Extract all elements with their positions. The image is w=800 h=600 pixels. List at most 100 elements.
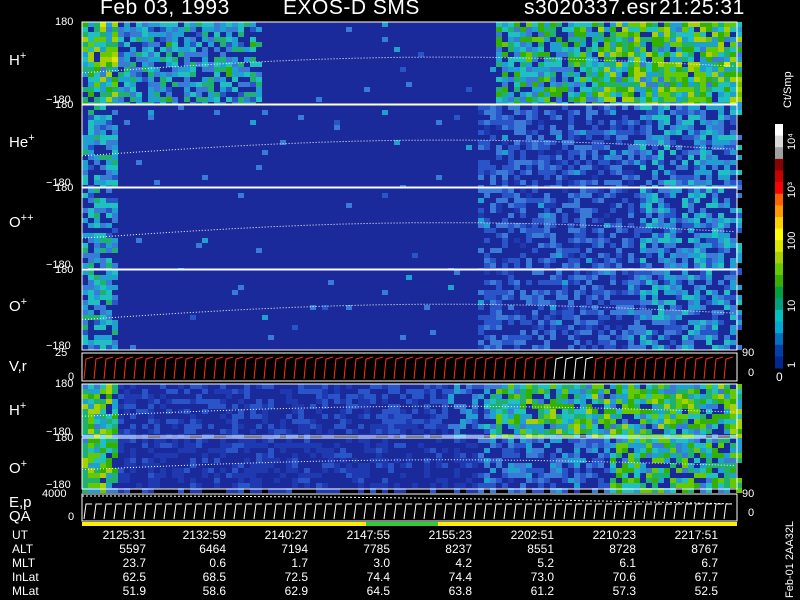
table-cell: 2132:59	[182, 528, 226, 542]
table-cell: 8237	[445, 542, 472, 556]
table-cell: 0.6	[209, 556, 226, 570]
qa-label: QA	[9, 508, 31, 525]
colorbar-tick: 10⁴	[786, 133, 798, 150]
panel-2-ymax: 180	[55, 182, 74, 194]
table-cell: 62.9	[284, 584, 308, 598]
panel-4-ymax: 25	[55, 347, 68, 359]
table-cell: 58.6	[202, 584, 226, 598]
table-cell: 2140:27	[264, 528, 308, 542]
colorbar-tick: 10³	[786, 182, 798, 198]
panel-3-label: O+	[9, 296, 28, 315]
header-file: s3020337.esr	[524, 0, 658, 19]
panel-5-trace	[81, 405, 735, 417]
table-cell: 8551	[527, 542, 554, 556]
panel-7-sawtooth	[83, 503, 732, 520]
table-cell: 2147:55	[346, 528, 390, 542]
panel-2-cells	[82, 188, 742, 273]
panel-6-frame	[81, 437, 738, 490]
table-cell: 8728	[609, 542, 636, 556]
header-time: 21:25:31	[659, 0, 745, 19]
panel-4-right-max: 90	[742, 347, 755, 359]
colorbar-tick: 1	[786, 361, 798, 368]
table-cell: 4.2	[455, 556, 472, 570]
table-cell: 74.4	[366, 570, 390, 584]
header-date: Feb 03, 1993	[100, 0, 230, 19]
colorbar	[775, 124, 783, 369]
table-cell: 6464	[199, 542, 226, 556]
table-cell: 6.7	[701, 556, 718, 570]
panel-3-frame	[81, 269, 738, 351]
table-cell: 7785	[363, 542, 390, 556]
table-cell: 70.6	[612, 570, 636, 584]
panel-1-ymax: 180	[55, 99, 74, 111]
table-row-key: MLT	[12, 556, 36, 570]
panel-4-label: V,r	[9, 358, 27, 375]
panel-7-right-min: 0	[748, 507, 755, 519]
panel-6-label: O+	[9, 458, 28, 477]
panel-2-trace	[81, 222, 735, 239]
table-row-key: MLat	[12, 584, 39, 598]
table-cell: 74.4	[448, 570, 472, 584]
table-cell: 23.7	[122, 556, 146, 570]
table-cell: 68.5	[202, 570, 226, 584]
table-cell: 5.2	[537, 556, 554, 570]
panel-7-ymax: 4000	[42, 488, 67, 500]
panel-7-ymin: 0	[68, 511, 75, 523]
table-row-key: ALT	[12, 542, 34, 556]
panel-6-trace	[81, 459, 735, 471]
table-row-key: InLat	[12, 570, 39, 584]
panel-7-label: E,p	[9, 494, 32, 511]
panel-1-ymin: −180	[46, 177, 71, 189]
panel-0-label: H+	[9, 50, 27, 69]
panel-1-frame	[81, 104, 738, 188]
panel-7-frame	[81, 493, 738, 522]
panel-2-frame	[81, 187, 738, 270]
table-cell: 8767	[691, 542, 718, 556]
panel-4-sawtooth	[83, 356, 734, 380]
panel-5-label: H+	[9, 400, 27, 419]
panel-6-cells	[82, 438, 742, 493]
table-row-key: UT	[12, 528, 28, 542]
table-cell: 3.0	[373, 556, 390, 570]
table-cell: 2155:23	[428, 528, 472, 542]
table-cell: 62.5	[122, 570, 146, 584]
panel-3-ymin: −180	[46, 340, 71, 352]
table-cell: 52.5	[694, 584, 718, 598]
panel-2-label: O++	[9, 212, 34, 231]
table-cell: 6.1	[619, 556, 636, 570]
colorbar-tick: 100	[786, 231, 798, 250]
table-cell: 2202:51	[510, 528, 554, 542]
table-cell: 1.7	[291, 556, 308, 570]
panel-6-ymin: −180	[46, 479, 71, 491]
table-cell: 72.5	[284, 570, 308, 584]
qa-bar-good	[366, 522, 438, 526]
panel-0-ymin: −180	[46, 94, 71, 106]
panel-1-label: He+	[9, 132, 35, 151]
panel-1-cells	[82, 105, 742, 190]
table-cell: 64.5	[366, 584, 390, 598]
panel-1-trace	[81, 139, 735, 157]
panel-0-frame	[81, 21, 738, 105]
table-cell: 7194	[281, 542, 308, 556]
panel-5-cells	[82, 384, 742, 439]
table-cell: 5597	[119, 542, 146, 556]
panel-5-ymax: 180	[55, 378, 74, 390]
panel-7-curve	[82, 495, 735, 505]
colorbar-zero: 0	[776, 370, 783, 384]
panel-3-trace	[81, 303, 735, 321]
table-cell: 2125:31	[102, 528, 146, 542]
panel-3-cells	[82, 270, 742, 350]
table-cell: 67.7	[694, 570, 718, 584]
panel-5-ymin: −180	[46, 426, 71, 438]
panel-5-frame	[81, 383, 738, 437]
table-cell: 73.0	[530, 570, 554, 584]
table-cell: 63.8	[448, 584, 472, 598]
panel-7-right-max: 90	[742, 488, 755, 500]
colorbar-unit: Ct/Smp	[782, 71, 794, 108]
panel-4-ymin: 0	[68, 371, 75, 383]
table-cell: 2217:51	[674, 528, 718, 542]
panel-0-trace	[81, 56, 735, 74]
panel-2-ymin: −180	[46, 259, 71, 271]
